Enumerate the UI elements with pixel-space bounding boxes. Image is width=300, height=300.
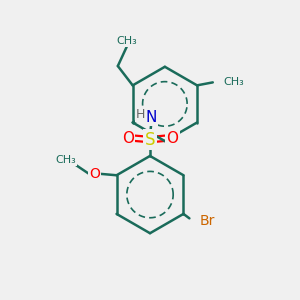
Text: H: H — [136, 108, 145, 122]
Text: CH₃: CH₃ — [223, 77, 244, 87]
Text: S: S — [145, 130, 155, 148]
Text: N: N — [146, 110, 157, 125]
Text: CH₃: CH₃ — [56, 155, 76, 165]
Text: O: O — [122, 130, 134, 146]
Text: O: O — [89, 167, 100, 181]
Text: Br: Br — [200, 214, 215, 228]
Text: O: O — [166, 130, 178, 146]
Text: CH₃: CH₃ — [116, 36, 137, 46]
